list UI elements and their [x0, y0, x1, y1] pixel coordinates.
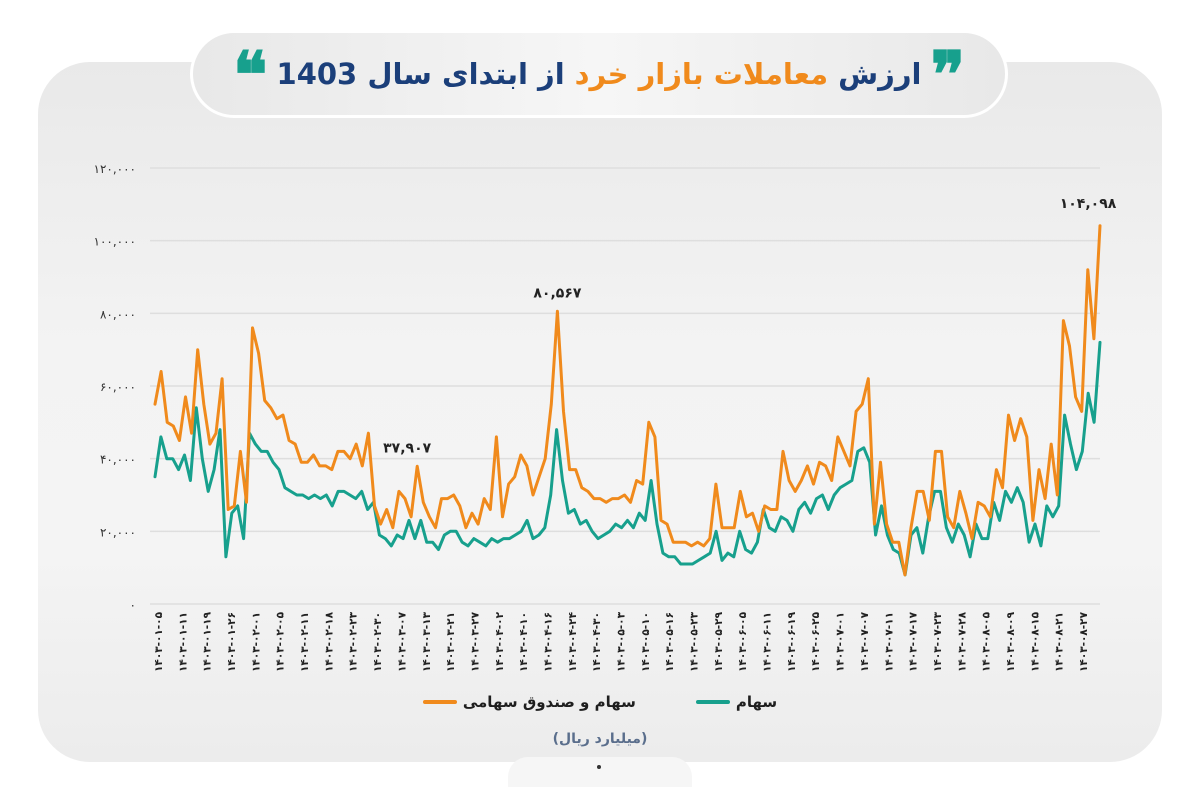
x-tick-label: ۱۴۰۳-۰۵-۰۳	[616, 611, 628, 672]
x-tick-label: ۱۴۰۳-۰۴-۲۴	[567, 611, 579, 672]
x-tick-label: ۱۴۰۳-۰۸-۲۱	[1054, 612, 1066, 672]
x-tick-label: ۱۴۰۳-۰۵-۱۶	[664, 612, 676, 672]
y-tick-label: ۸۰,۰۰۰	[100, 307, 136, 321]
x-tick-label: ۱۴۰۳-۰۱-۲۶	[226, 612, 238, 672]
page-title: ارزش معاملات بازار خرد از ابتدای سال 140…	[277, 57, 922, 91]
chart-card	[38, 62, 1162, 762]
legend-swatch-teal	[695, 700, 730, 704]
x-tick-label: ۱۴۰۳-۰۶-۱۹	[786, 611, 798, 672]
title-part-1: ارزش	[838, 57, 922, 91]
x-tick-label: ۱۴۰۳-۰۲-۲۳	[348, 611, 360, 672]
x-tick-label: ۱۴۰۳-۰۵-۲۳	[689, 611, 701, 672]
quote-close-icon: ❝	[233, 38, 268, 113]
data-annotation: ۳۷,۹۰۷	[383, 440, 431, 456]
quote-open-icon: ❞	[930, 38, 965, 113]
x-tick-label: ۱۴۰۳-۰۲-۱۸	[323, 611, 335, 672]
x-tick-label: ۱۴۰۳-۰۸-۲۷	[1078, 611, 1090, 672]
legend-label-stocks-and-funds: سهام و صندوق سهامی	[462, 693, 636, 711]
y-tick-label: ۶۰,۰۰۰	[100, 380, 136, 394]
x-tick-label: ۱۴۰۳-۰۱-۰۵	[153, 611, 165, 672]
x-tick-label: ۱۴۰۳-۰۲-۰۵	[275, 611, 287, 672]
bottom-dot	[597, 765, 601, 769]
x-tick-label: ۱۴۰۳-۰۸-۰۹	[1005, 611, 1017, 672]
series-line	[153, 340, 1102, 577]
legend-label-stocks: سهام	[735, 693, 778, 711]
x-tick-label: ۱۴۰۳-۰۶-۱۱	[762, 612, 774, 672]
x-tick-label: ۱۴۰۳-۰۶-۲۵	[810, 611, 822, 672]
x-tick-label: ۱۴۰۳-۰۸-۰۵	[981, 611, 993, 672]
legend-swatch-orange	[422, 700, 457, 704]
legend-item-stocks-and-funds: سهام و صندوق سهامی	[422, 693, 636, 711]
x-tick-label: ۱۴۰۳-۰۳-۲۷	[469, 611, 481, 672]
y-tick-label: ۱۰۰,۰۰۰	[94, 235, 137, 249]
x-tick-label: ۱۴۰۳-۰۵-۱۰	[640, 612, 652, 672]
x-tick-label: ۱۴۰۳-۰۳-۱۳	[421, 611, 433, 672]
x-tick-label: ۱۴۰۳-۰۴-۱۶	[542, 612, 554, 672]
x-tick-label: ۱۴۰۳-۰۲-۱۱	[299, 612, 311, 672]
x-tick-label: ۱۴۰۳-۰۲-۰۱	[250, 612, 262, 672]
x-tick-label: ۱۴۰۳-۰۳-۰۷	[396, 611, 408, 672]
x-tick-label: ۱۴۰۳-۰۶-۰۵	[737, 611, 749, 672]
x-tick-label: ۱۴۰۳-۰۷-۰۷	[859, 611, 871, 672]
y-tick-label: ۲۰,۰۰۰	[100, 525, 136, 539]
x-tick-label: ۱۴۰۳-۰۴-۰۲	[494, 611, 506, 672]
x-tick-label: ۱۴۰۳-۰۴-۳۰	[591, 612, 603, 672]
x-tick-label: ۱۴۰۳-۰۵-۲۹	[713, 611, 725, 672]
data-annotation: ۱۰۴,۰۹۸	[1060, 196, 1117, 212]
title-part-2-accent: معاملات بازار خرد	[574, 57, 829, 91]
x-tick-label: ۱۴۰۳-۰۷-۲۳	[932, 611, 944, 672]
y-tick-label: ۱۲۰,۰۰۰	[94, 162, 137, 176]
series-line	[153, 224, 1102, 577]
x-tick-label: ۱۴۰۳-۰۳-۲۱	[445, 612, 457, 672]
x-tick-label: ۱۴۰۳-۰۷-۱۷	[908, 611, 920, 672]
x-tick-label: ۱۴۰۳-۰۱-۱۹	[202, 611, 214, 672]
x-tick-label: ۱۴۰۳-۰۱-۱۱	[177, 612, 189, 672]
bottom-tab	[508, 757, 692, 787]
x-tick-label: ۱۴۰۳-۰۴-۱۰	[518, 612, 530, 672]
x-tick-label: ۱۴۰۳-۰۲-۳۰	[372, 612, 384, 672]
y-tick-label: ۰	[130, 598, 136, 612]
data-annotation: ۸۰,۵۶۷	[533, 285, 581, 301]
y-tick-label: ۴۰,۰۰۰	[100, 453, 136, 467]
unit-label: (میلیارد ریال)	[552, 731, 648, 747]
chart-legend: سهام سهام و صندوق سهامی	[0, 693, 1200, 711]
x-tick-label: ۱۴۰۳-۰۸-۱۵	[1029, 611, 1041, 672]
x-tick-label: ۱۴۰۳-۰۷-۰۱	[835, 612, 847, 672]
title-banner: ❞ ارزش معاملات بازار خرد از ابتدای سال 1…	[190, 30, 1008, 118]
title-part-3: از ابتدای سال 1403	[276, 57, 565, 91]
x-tick-label: ۱۴۰۳-۰۷-۲۸	[956, 611, 968, 672]
x-tick-label: ۱۴۰۳-۰۷-۱۱	[883, 612, 895, 672]
legend-item-stocks: سهام	[695, 693, 778, 711]
